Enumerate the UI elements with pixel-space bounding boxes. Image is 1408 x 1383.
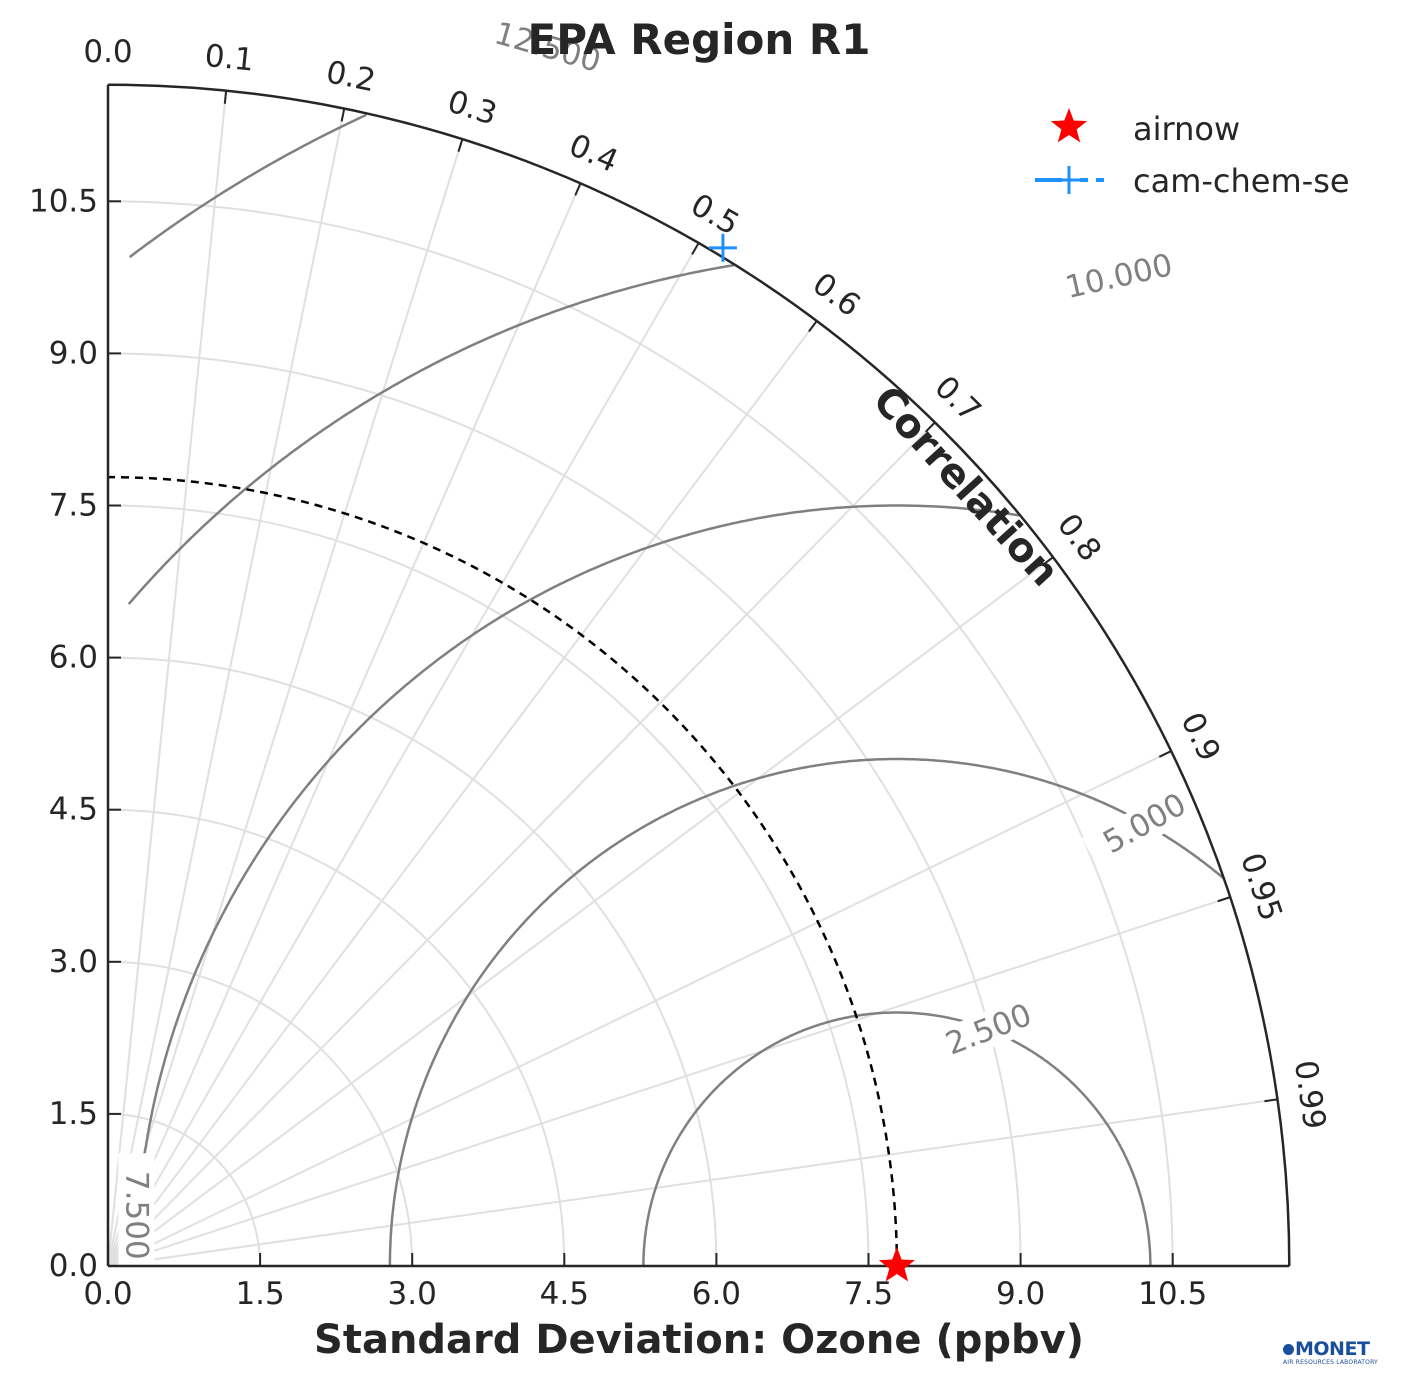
rms-label-1: 5.000 [1097,786,1192,861]
corr-tick-2 [340,108,346,122]
corr-tick-label-1: 0.1 [203,38,256,79]
outer-boundary-arc [107,83,1291,1267]
rms-label-bg-2 [118,1153,155,1278]
corr-tick-label-4: 0.4 [564,127,624,180]
corr-grid-line-3 [107,138,464,1267]
corr-tick-label-2: 0.2 [323,54,379,99]
y-tick-label-2: 3.0 [49,944,98,980]
rms-label-3: 10.000 [1062,247,1176,306]
legend-label-airnow: airnow [1133,110,1240,148]
x-tick-label-3: 4.5 [540,1276,589,1312]
corr-tick-9 [1158,750,1172,758]
rms-contour-3 [127,263,735,605]
rms-contour-0 [642,1011,1152,1266]
corr-tick-5 [691,242,700,255]
rms-label-bg-1 [1081,777,1208,870]
corr-grid-line-9 [107,750,1172,1267]
std-grid-arc-2 [107,960,414,1267]
rms-label-0: 2.500 [941,997,1037,1063]
x-axis-label: Standard Deviation: Ozone (ppbv) [314,1317,1084,1363]
rms-contour-4 [128,113,367,259]
rms-label-bg-4 [483,13,613,82]
x-tick-label-5: 7.5 [844,1276,893,1312]
rms-contour-2 [135,504,1020,1266]
corr-grid-line-2 [107,108,346,1267]
y-tick-label-3: 4.5 [49,792,98,828]
y-tick-label-1: 1.5 [49,1096,98,1132]
std-grid-arc-4 [107,656,718,1267]
noaa-icon [1283,1344,1294,1355]
corr-tick-label-11: 0.99 [1287,1058,1332,1131]
corr-tick-label-9: 0.9 [1173,707,1227,767]
corr-grid-line-6 [107,320,818,1267]
corr-tick-label-3: 0.3 [443,84,501,133]
legend-star-marker [1050,108,1088,143]
x-tick-label-1: 1.5 [235,1276,284,1312]
corr-tick-1 [223,90,228,104]
chart-title: EPA Region R1 [528,15,871,64]
corr-tick-11 [1264,1098,1278,1103]
corr-tick-label-10: 0.95 [1233,849,1289,926]
corr-tick-4 [574,182,582,196]
reference-std-arc [107,475,899,1267]
monet-logo: MONET AIR RESOURCES LABORATORY [1283,1340,1393,1374]
y-tick-label-0: 0.0 [49,1248,98,1284]
marker-layer [708,233,915,1282]
legend: airnow cam-chem-se [1035,108,1350,200]
corr-tick-6 [808,320,818,333]
std-grid-arc-7 [107,200,1174,1267]
logo-subtext: AIR RESOURCES LABORATORY [1283,1359,1378,1366]
x-tick-label-6: 9.0 [996,1276,1045,1312]
x-tick-label-4: 6.0 [692,1276,741,1312]
corr-grid-line-4 [107,182,582,1267]
axis-layer: 0.0 0.1 0.20.30.40.50.60.70.80.90.950.990.… [29,34,1332,1312]
rms-label-2: 7.500 [118,1171,154,1260]
corr-grid-line-11 [107,1098,1278,1267]
corr-tick-7 [924,421,936,433]
std-grid-arc-5 [107,504,870,1267]
std-grid-arc-1 [107,1112,262,1267]
corr-grid-line-7 [107,421,936,1267]
corr-tick-3 [457,138,464,152]
y-tick-label-5: 7.5 [49,488,98,524]
std-grid-arc-3 [107,808,566,1267]
corr-tick-label-5: 0.5 [685,187,746,243]
corr-grid-line-1 [107,90,228,1267]
corr-tick-label-6: 0.6 [806,266,867,324]
corr-tick-8 [1041,556,1054,566]
corr-tick-10 [1217,896,1231,903]
corr-grid-line-10 [107,896,1231,1267]
x-tick-label-0: 0.0 [83,1276,132,1312]
rms-contour-1 [388,757,1224,1266]
logo-text: MONET [1295,1338,1370,1360]
rms-label-bg-0 [924,990,1054,1069]
corr-grid-line-8 [107,556,1054,1267]
rms-label-bg-3 [1054,245,1184,308]
legend-label-cam-chem-se: cam-chem-se [1133,162,1350,200]
corr-tick-label-0: 0.0 [83,34,132,70]
corr-grid-line-5 [107,242,700,1267]
marker-airnow [878,1247,915,1282]
x-tick-label-2: 3.0 [388,1276,437,1312]
y-tick-label-7: 10.5 [29,183,98,219]
y-tick-label-6: 9.0 [49,335,98,371]
x-tick-label-7: 10.5 [1138,1276,1207,1312]
y-tick-label-4: 6.0 [49,640,98,676]
